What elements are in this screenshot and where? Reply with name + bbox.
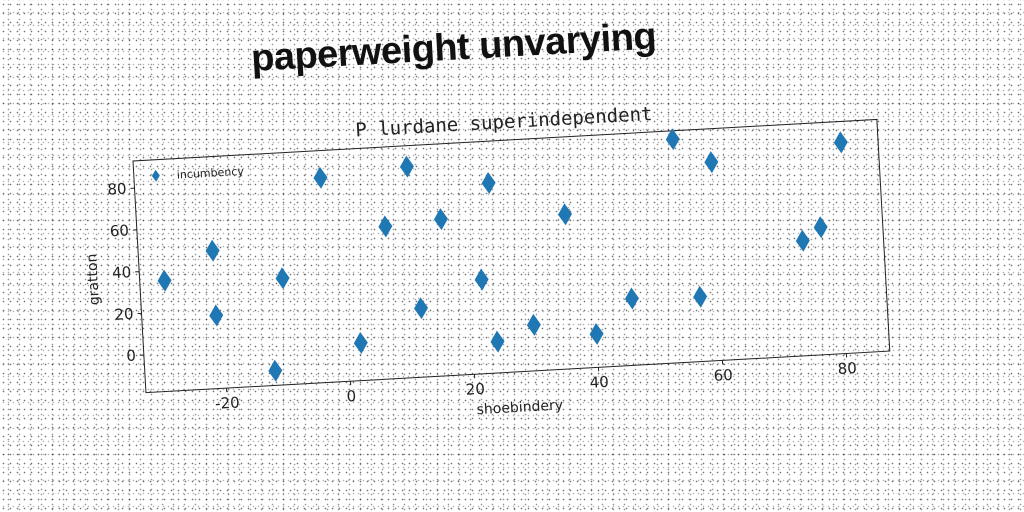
x-tick-label: 80 [837,359,857,378]
y-tick-label: 20 [114,305,134,324]
plot-area-frame [132,118,891,394]
data-point [157,269,172,292]
x-tick-label: 40 [589,373,609,392]
legend-label: incumbency [176,165,244,182]
x-tick-label: 0 [346,387,357,406]
data-point [558,203,573,226]
data-point [589,322,604,345]
data-point [481,171,496,194]
data-point [704,151,719,174]
x-axis-label: shoebindery [476,397,563,418]
chart-title: P lurdane superindependent [355,103,653,142]
data-point [433,208,448,231]
data-point [353,331,368,354]
data-point [275,267,290,290]
y-axis-label: gratton [84,253,103,305]
data-point [313,166,328,189]
y-tick-label: 0 [126,347,137,366]
y-axis-ticks: 0 20 40 60 80 [107,180,144,366]
x-axis-ticks: -20 0 20 40 60 80 [215,353,857,413]
y-tick-label: 80 [107,180,127,199]
data-point [490,330,505,353]
legend: incumbency [151,165,245,182]
data-point [624,287,639,310]
x-tick-label: -20 [215,393,240,412]
data-point [665,128,680,151]
y-tick-label: 60 [109,221,129,240]
data-point [268,359,283,382]
data-point [399,155,414,178]
data-point [693,285,708,308]
data-point [205,239,220,262]
data-point [795,229,810,252]
data-point [209,304,224,327]
data-points [157,128,848,382]
data-point [474,268,489,291]
data-point [813,216,828,239]
data-point [833,131,848,154]
y-tick-label: 40 [112,263,132,282]
data-point [526,313,541,336]
x-tick-label: 20 [465,380,485,399]
data-point [378,215,393,238]
data-point [414,297,429,320]
x-tick-label: 60 [713,366,733,385]
legend-marker [151,169,160,182]
